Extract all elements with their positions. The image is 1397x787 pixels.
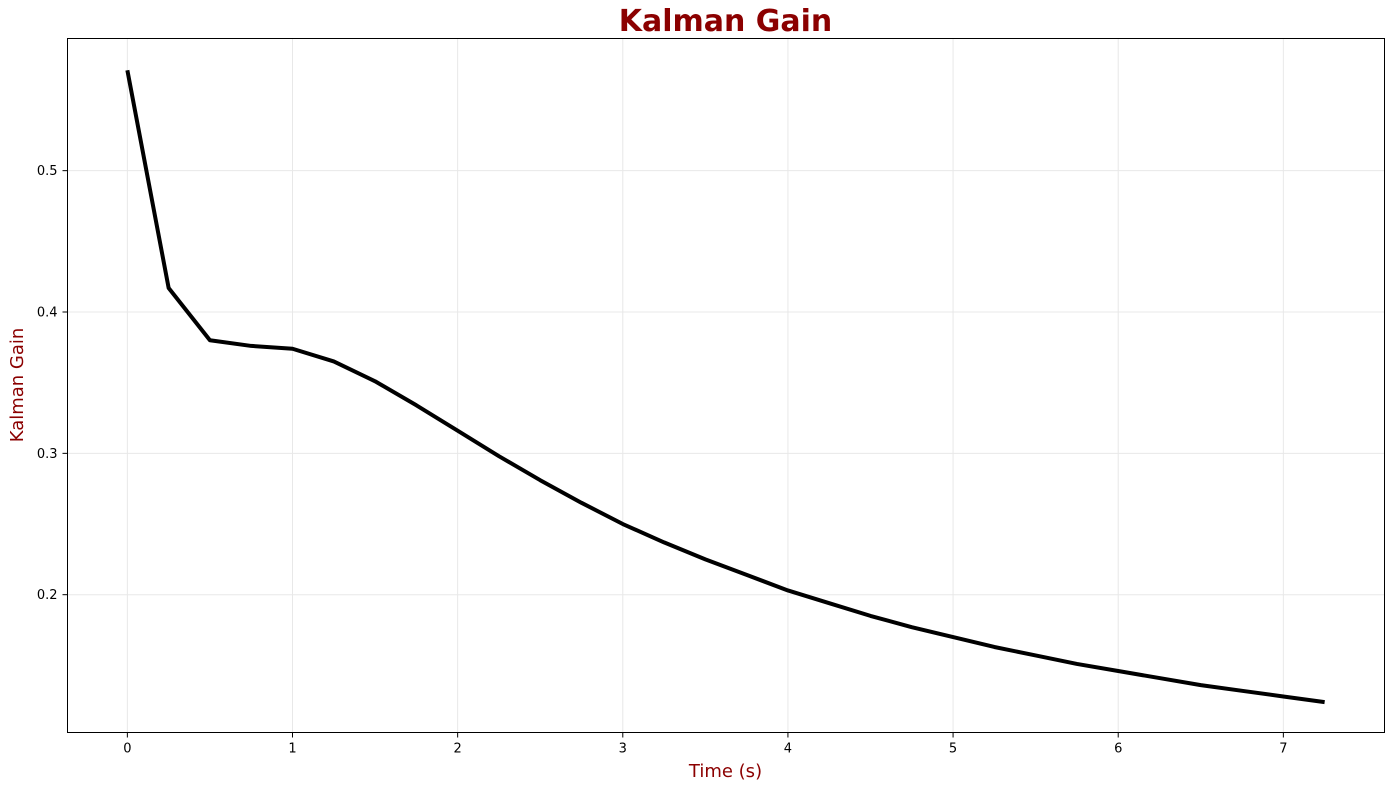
x-tick-label: 1 xyxy=(288,742,296,757)
grid-lines xyxy=(67,38,1385,733)
x-tick-label: 0 xyxy=(123,742,131,757)
x-tick-label: 5 xyxy=(949,742,957,757)
x-tick-label: 3 xyxy=(619,742,627,757)
x-tick-label: 4 xyxy=(784,742,792,757)
y-axis-label: Kalman Gain xyxy=(7,328,28,443)
y-tick-label: 0.2 xyxy=(37,588,58,603)
kalman-gain-line xyxy=(125,69,1325,705)
chart-title: Kalman Gain xyxy=(619,4,833,39)
x-tick-label: 6 xyxy=(1114,742,1122,757)
y-tick-label: 0.4 xyxy=(37,306,58,321)
x-axis-label: Time (s) xyxy=(688,761,762,782)
series-layer xyxy=(125,69,1325,705)
x-tick-label: 2 xyxy=(454,742,462,757)
axis-ticks: 0 1 2 3 4 5 6 7 0.2 0.3 0.4 0.5 xyxy=(37,164,1288,756)
y-tick-label: 0.5 xyxy=(37,164,58,179)
y-tick-label: 0.3 xyxy=(37,447,58,462)
plot-frame xyxy=(67,38,1385,733)
x-tick-label: 7 xyxy=(1279,742,1287,757)
